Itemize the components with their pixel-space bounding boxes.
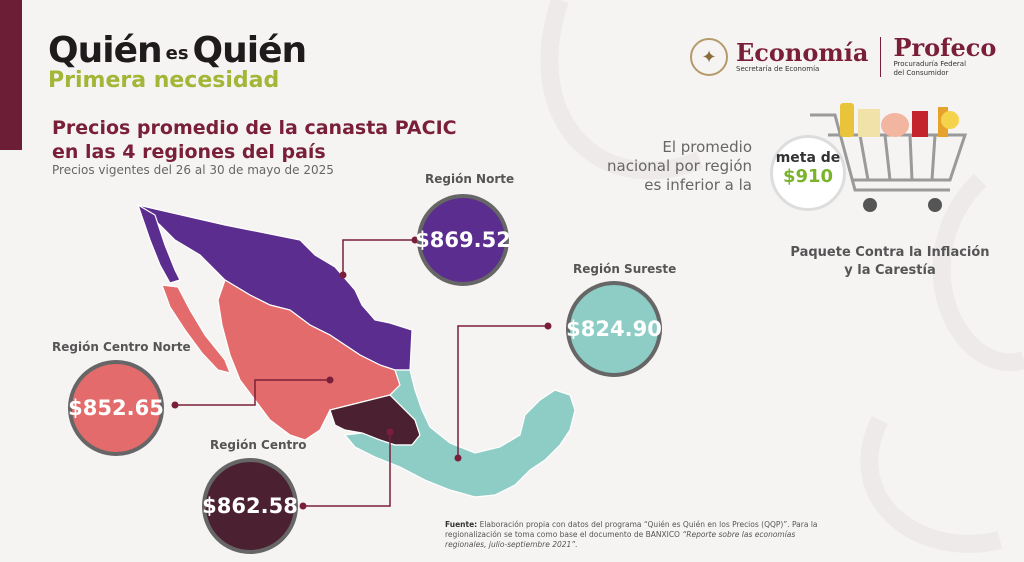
page-title: Precios promedio de la canasta PACIC en … — [52, 116, 457, 164]
accent-strip — [0, 0, 22, 150]
region-norte-price: $869.52 — [415, 194, 511, 286]
paquete-line-2: y la Carestía — [844, 263, 936, 278]
brand-word-2: Quién — [192, 30, 308, 71]
region-centro-label: Región Centro — [210, 438, 307, 452]
source-note: Fuente: Elaboración propia con datos del… — [445, 520, 823, 550]
profeco-sub-2: del Consumidor — [893, 69, 949, 77]
brand-word-es: es — [165, 43, 189, 64]
meta-label: meta de — [775, 150, 841, 166]
profeco-sub-1: Procuraduría Federal — [893, 60, 967, 68]
promedio-line-1: El promedio — [662, 138, 752, 156]
promedio-text: El promedio nacional por región es infer… — [600, 138, 752, 195]
region-centro-norte-label: Región Centro Norte — [52, 340, 191, 354]
brand-word-1: Quién — [48, 30, 163, 71]
profeco-name: Profeco — [893, 33, 997, 62]
brand-logo: Quién es Quién — [48, 30, 308, 71]
meta-badge: meta de $910 — [770, 135, 846, 211]
region-centro-price: $862.58 — [202, 458, 298, 554]
source-label: Fuente: — [445, 520, 478, 529]
source-text-1: Elaboración propia con datos del program… — [479, 520, 790, 529]
title-line-1: Precios promedio de la canasta PACIC — [52, 117, 457, 139]
source-text-2: Para la regionalización se toma como bas… — [445, 520, 818, 539]
eagle-seal-icon: ✦ — [690, 38, 728, 76]
map-region-sureste — [343, 369, 576, 498]
source-reference: “Reporte sobre las economías regionales,… — [445, 530, 796, 549]
page-subtitle: Precios vigentes del 26 al 30 de mayo de… — [52, 163, 334, 177]
promedio-line-3: es inferior a la — [644, 176, 752, 194]
economia-logo: Economía Secretaría de Economía — [736, 38, 869, 74]
promedio-line-2: nacional por región — [607, 157, 752, 175]
shopping-cart-icon — [810, 103, 968, 212]
profeco-logo: Profeco Procuraduría Federal del Consumi… — [893, 36, 996, 78]
map-region-baja-norte — [136, 203, 181, 284]
brand-subtitle: Primera necesidad — [48, 68, 280, 93]
economia-sub: Secretaría de Economía — [736, 65, 820, 73]
region-norte-label: Región Norte — [425, 172, 515, 186]
mexico-map — [135, 203, 576, 498]
region-sureste-label: Región Sureste — [573, 262, 677, 276]
region-sureste-price: $824.90 — [566, 281, 662, 377]
title-line-2: en las 4 regiones del país — [52, 141, 326, 163]
meta-value: $910 — [782, 166, 834, 187]
government-logos: ✦ Economía Secretaría de Economía Profec… — [690, 36, 996, 78]
map-region-baja-sur — [161, 284, 231, 374]
paquete-caption: Paquete Contra la Inflación y la Carestí… — [790, 244, 990, 280]
region-centro-norte-price: $852.65 — [68, 360, 164, 456]
logo-divider — [880, 37, 882, 77]
paquete-line-1: Paquete Contra la Inflación — [790, 245, 990, 260]
economia-name: Economía — [736, 38, 869, 67]
